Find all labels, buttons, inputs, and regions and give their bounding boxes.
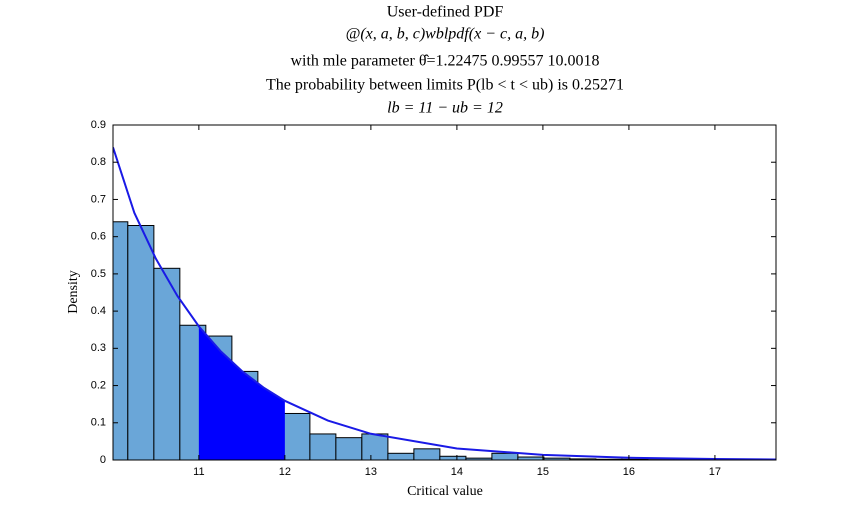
y-tick-label: 0.9 <box>91 119 106 131</box>
x-tick-label: 14 <box>451 466 463 478</box>
plot-area <box>113 147 776 460</box>
histogram-bar <box>387 452 415 460</box>
y-tick-label: 0.5 <box>91 268 106 280</box>
x-tick-label: 12 <box>279 466 291 478</box>
histogram-bar <box>491 452 519 460</box>
subtitle: @(x, a, b, c)wblpdf(x − c, a, b) <box>346 26 545 43</box>
x-tick-label: 16 <box>623 466 635 478</box>
x-axis-label: Critical value <box>407 484 483 499</box>
histogram-bar <box>361 433 389 460</box>
axes-box <box>112 124 777 461</box>
histogram-bar <box>335 437 363 460</box>
y-tick-label: 0.1 <box>91 417 106 429</box>
x-tick-label: 17 <box>709 466 721 478</box>
histogram-bar <box>283 412 311 460</box>
subtitle: lb = 11 − ub = 12 <box>387 100 503 117</box>
histogram-bar <box>127 225 155 460</box>
x-tick-label: 15 <box>537 466 549 478</box>
shaded-area <box>198 326 285 460</box>
x-tick-label: 11 <box>193 466 204 478</box>
y-tick-label: 0.7 <box>91 193 106 205</box>
histogram-bar <box>439 455 467 460</box>
y-tick-label: 0.3 <box>91 342 106 354</box>
x-tick-label: 13 <box>365 466 377 478</box>
subtitle: with mle parameter θ̂=1.22475 0.99557 10… <box>290 53 599 70</box>
y-tick-label: 0.6 <box>91 231 106 243</box>
y-tick-label: 0.2 <box>91 379 106 391</box>
y-tick-label: 0.4 <box>91 305 106 317</box>
histogram-bar <box>309 433 337 460</box>
y-axis-label: Density <box>66 270 81 314</box>
subtitle: The probability between limits P(lb < t … <box>266 77 624 94</box>
chart-title: User-defined PDF <box>387 4 504 21</box>
y-tick-label: 0.8 <box>91 156 106 168</box>
histogram-bar <box>413 448 441 460</box>
pdf-curve <box>113 147 776 460</box>
histogram-bar <box>153 267 181 460</box>
y-tick-label: 0 <box>100 454 106 466</box>
